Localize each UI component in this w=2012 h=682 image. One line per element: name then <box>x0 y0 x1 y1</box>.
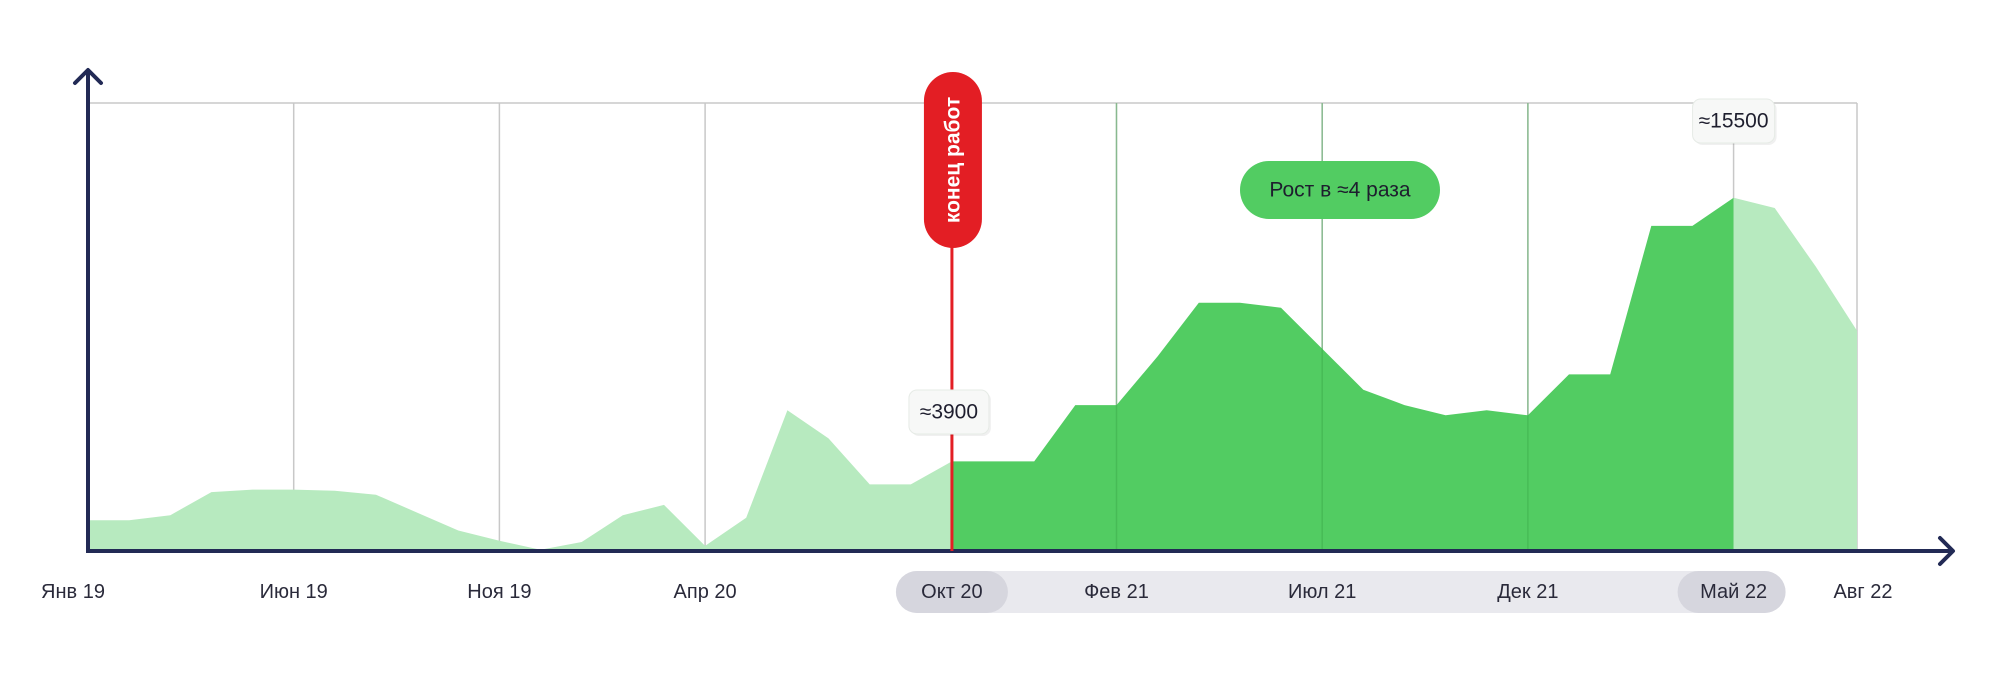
area-before-and-after <box>88 410 952 551</box>
annotations: конец работ ≈3900 ≈15500 Рост в ≈4 раза <box>908 72 1777 551</box>
end-value-label: ≈15500 <box>1699 110 1769 133</box>
x-tick-label: Июл 21 <box>1288 581 1356 603</box>
end-value-box <box>1692 98 1776 144</box>
range-start-pill <box>895 571 1008 613</box>
range-end-pill <box>1677 571 1786 613</box>
x-tick-label: Апр 20 <box>674 581 737 603</box>
area-after-works <box>951 197 1734 551</box>
x-tick-label: Май 22 <box>1700 581 1767 603</box>
x-tick-label: Фев 21 <box>1084 581 1149 603</box>
start-value-box <box>908 389 990 435</box>
area-tail <box>1733 197 1857 551</box>
y-axis-arrow <box>73 68 103 85</box>
highlight-range-band <box>895 571 1786 613</box>
x-axis-arrow <box>1938 536 1955 566</box>
marker-pill <box>923 72 982 248</box>
growth-pill <box>1240 161 1440 219</box>
x-tick-label: Окт 20 <box>921 581 983 603</box>
x-tick-label: Июн 19 <box>260 581 328 603</box>
x-tick-label: Ноя 19 <box>467 581 531 603</box>
x-tick-label: Дек 21 <box>1497 581 1558 603</box>
marker-label: конец работ <box>941 97 964 223</box>
area-series <box>88 103 1857 551</box>
start-value-label: ≈3900 <box>920 401 978 424</box>
x-tick-label: Янв 19 <box>41 581 105 603</box>
growth-label: Рост в ≈4 раза <box>1269 179 1410 202</box>
range-band <box>895 571 1786 613</box>
axes <box>73 68 1955 566</box>
x-tick-label: Авг 22 <box>1833 581 1892 603</box>
x-tick-labels: Янв 19 Июн 19 Ноя 19 Апр 20 Окт 20 Фев 21 Июл … <box>41 581 1892 603</box>
